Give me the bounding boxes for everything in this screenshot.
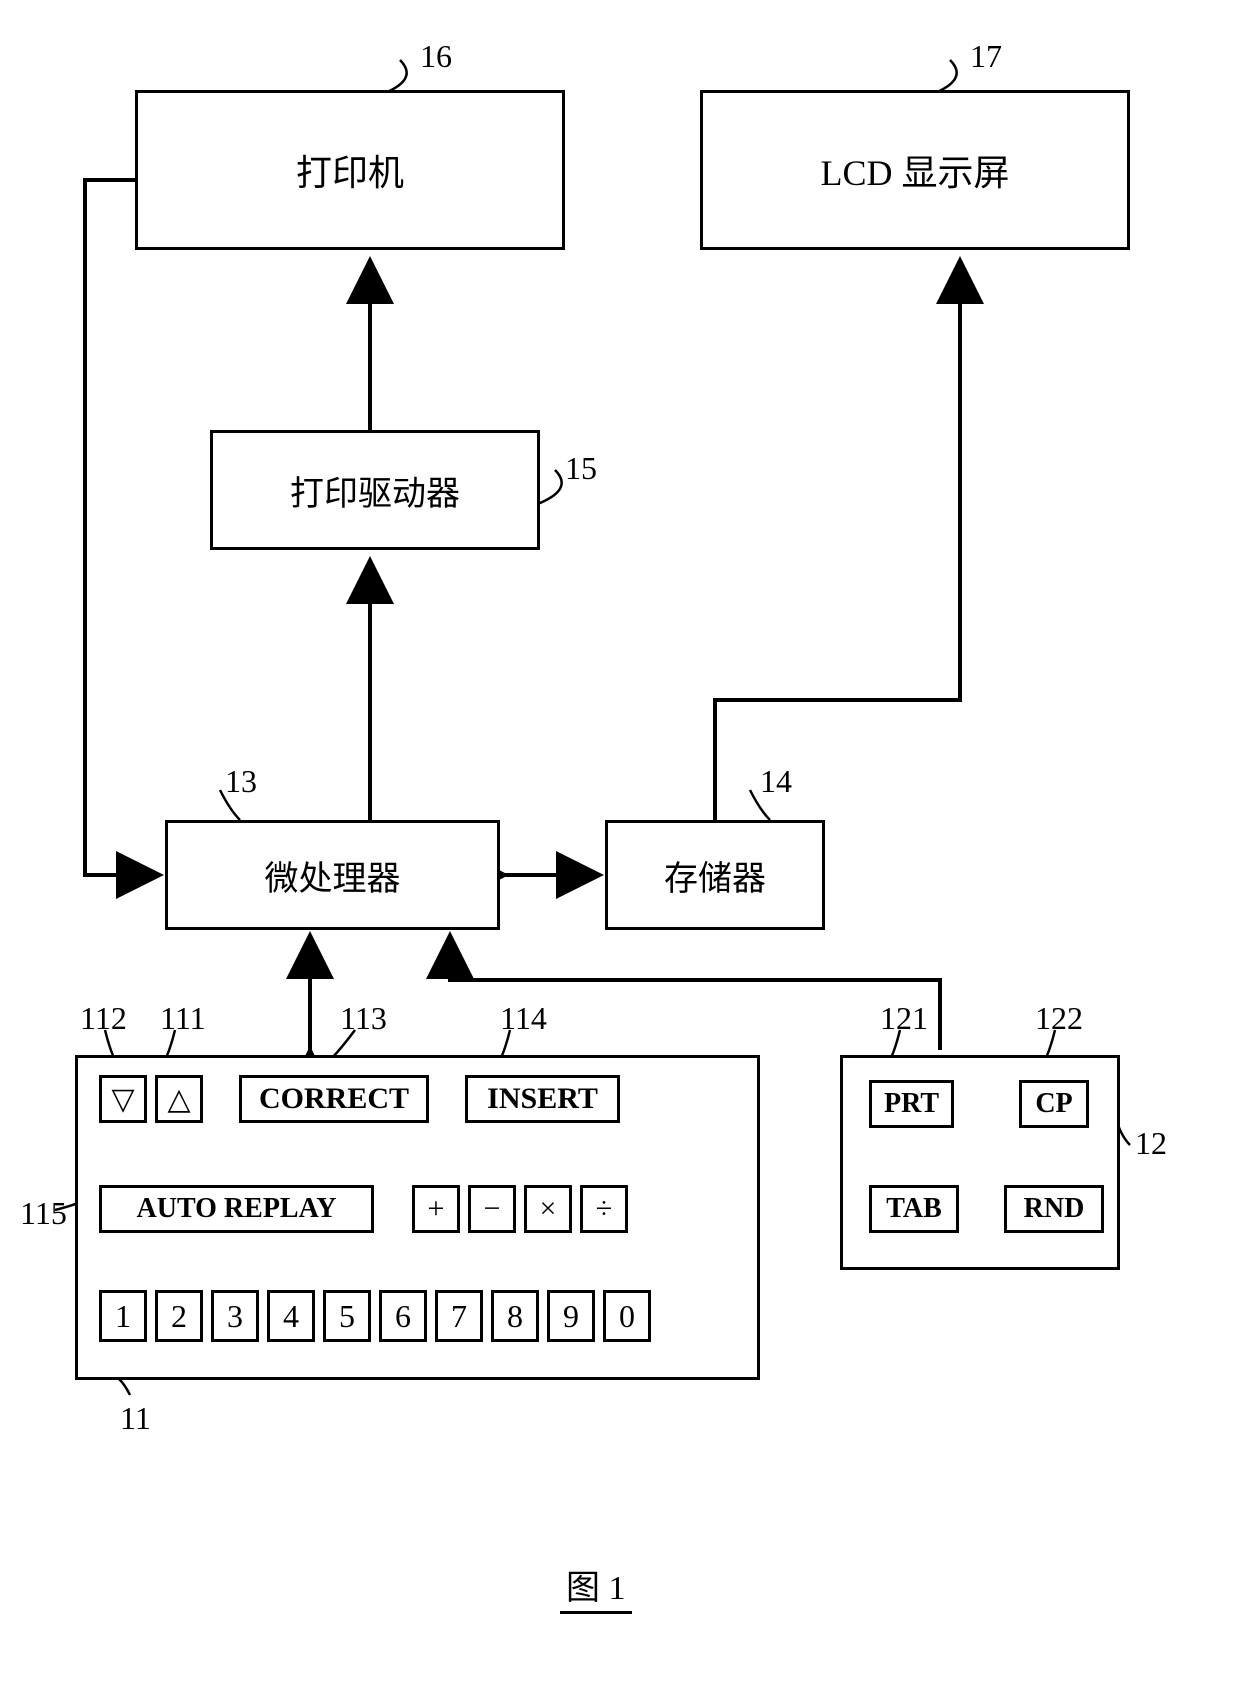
mpu-ref: 13 [225, 763, 257, 800]
printdrv-label: 打印驱动器 [290, 466, 460, 515]
digit-6-key[interactable]: 6 [379, 1290, 427, 1342]
digit-7-key[interactable]: 7 [435, 1290, 483, 1342]
digit-8-key[interactable]: 8 [491, 1290, 539, 1342]
ref-114: 114 [500, 1000, 547, 1037]
lcd-label: LCD 显示屏 [820, 144, 1009, 196]
digit-0-key[interactable]: 0 [603, 1290, 651, 1342]
tab-key[interactable]: TAB [869, 1185, 959, 1233]
digit-row: 1 2 3 4 5 6 7 8 9 0 [95, 1290, 655, 1342]
insert-key[interactable]: INSERT [465, 1075, 620, 1123]
mem-block: 存储器 [605, 820, 825, 930]
auto-replay-key[interactable]: AUTO REPLAY [99, 1185, 374, 1233]
op-times-key[interactable]: × [524, 1185, 572, 1233]
op-plus-key[interactable]: + [412, 1185, 460, 1233]
printer-block: 打印机 [135, 90, 565, 250]
printer-ref: 16 [420, 38, 452, 75]
switchpad-ref: 12 [1135, 1125, 1167, 1162]
digit-1-key[interactable]: 1 [99, 1290, 147, 1342]
keypad-ref: 11 [120, 1400, 151, 1437]
ref-122: 122 [1035, 1000, 1083, 1037]
prt-key[interactable]: PRT [869, 1080, 954, 1128]
up-triangle-key[interactable]: △ [155, 1075, 203, 1123]
down-triangle-key[interactable]: ▽ [99, 1075, 147, 1123]
digit-2-key[interactable]: 2 [155, 1290, 203, 1342]
lcd-block: LCD 显示屏 [700, 90, 1130, 250]
digit-5-key[interactable]: 5 [323, 1290, 371, 1342]
printer-label: 打印机 [296, 144, 404, 196]
correct-key[interactable]: CORRECT [239, 1075, 429, 1123]
ref-112: 112 [80, 1000, 127, 1037]
op-div-key[interactable]: ÷ [580, 1185, 628, 1233]
lcd-ref: 17 [970, 38, 1002, 75]
mpu-label: 微处理器 [265, 851, 401, 900]
ref-113: 113 [340, 1000, 387, 1037]
mem-ref: 14 [760, 763, 792, 800]
digit-4-key[interactable]: 4 [267, 1290, 315, 1342]
digit-9-key[interactable]: 9 [547, 1290, 595, 1342]
mem-label: 存储器 [664, 851, 766, 900]
cp-key[interactable]: CP [1019, 1080, 1089, 1128]
rnd-key[interactable]: RND [1004, 1185, 1104, 1233]
ref-115: 115 [20, 1195, 67, 1232]
printdrv-block: 打印驱动器 [210, 430, 540, 550]
printdrv-ref: 15 [565, 450, 597, 487]
figure-caption: 图 1 [560, 1560, 632, 1614]
digit-3-key[interactable]: 3 [211, 1290, 259, 1342]
op-minus-key[interactable]: − [468, 1185, 516, 1233]
ref-121: 121 [880, 1000, 928, 1037]
ref-111: 111 [160, 1000, 206, 1037]
mpu-block: 微处理器 [165, 820, 500, 930]
